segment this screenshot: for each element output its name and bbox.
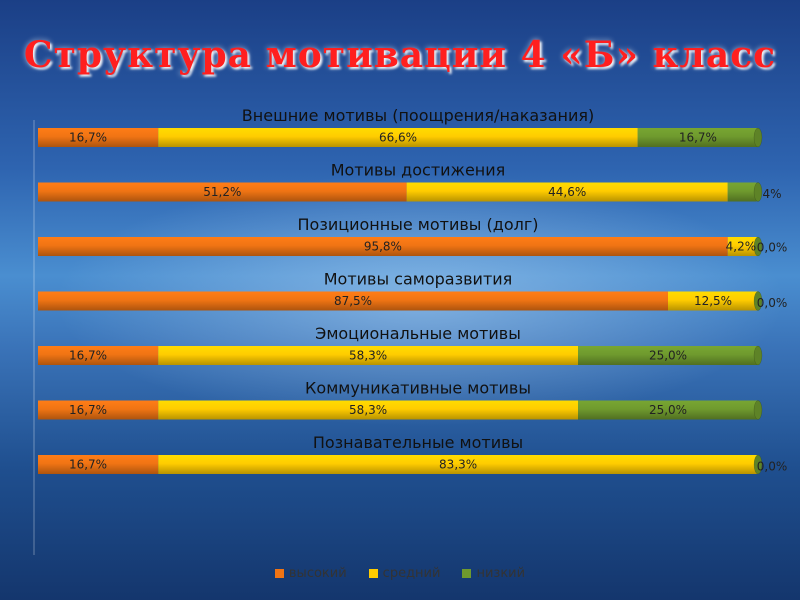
bar-segment <box>38 182 407 202</box>
data-label: 58,3% <box>349 349 387 363</box>
bar-end-cap <box>753 345 763 366</box>
bar-segment <box>38 400 159 420</box>
data-label: 12,5% <box>694 294 732 308</box>
bar-segment <box>38 346 159 365</box>
category-label: Мотивы достижения <box>331 161 506 180</box>
bar-row: Познавательные мотивы 16,7% 83,3% 0,0% <box>38 433 788 475</box>
bar-end-cap <box>753 127 763 148</box>
bar-segment <box>38 237 728 256</box>
data-label: 0,0% <box>757 241 788 255</box>
data-label: 0,0% <box>757 460 788 474</box>
legend-label-mid: средний <box>382 566 441 581</box>
data-label: 16,7% <box>679 131 717 145</box>
data-label: 16,7% <box>69 403 107 417</box>
bar-segment <box>38 455 159 474</box>
legend-swatch-mid <box>368 569 378 578</box>
bar-end-cap <box>753 236 763 257</box>
bar-segment <box>158 346 579 365</box>
chart-legend: высокий средний низкий <box>0 566 800 581</box>
bar-segment <box>637 128 758 147</box>
bar-end-cap <box>753 291 763 311</box>
bar-segment <box>578 346 758 365</box>
category-label: Коммуникативные мотивы <box>305 379 531 398</box>
bar-row: Коммуникативные мотивы 16,7% 58,3% 25,0% <box>38 379 763 420</box>
legend-item-low: низкий <box>462 566 525 581</box>
bar-row: Позиционные мотивы (долг) 95,8% 4,2% 0,0% <box>38 215 788 257</box>
bar-row: Внешние мотивы (поощрения/наказания) 16,7… <box>38 106 763 148</box>
data-label: 25,0% <box>649 349 687 363</box>
category-label: Эмоциональные мотивы <box>315 324 521 343</box>
data-label: 4,2% <box>726 240 757 254</box>
category-label: Внешние мотивы (поощрения/наказания) <box>242 106 594 125</box>
bar-segment <box>38 128 159 147</box>
data-label: 66,6% <box>379 131 417 145</box>
legend-label-low: низкий <box>476 566 526 581</box>
legend-swatch-high <box>274 569 284 578</box>
legend-item-high: высокий <box>274 566 347 581</box>
legend-swatch-low <box>462 569 472 578</box>
category-label: Мотивы саморазвития <box>324 270 513 289</box>
data-label: 4% <box>762 187 781 201</box>
bar-segment <box>727 182 757 202</box>
bar-segment <box>406 182 728 202</box>
legend-label-high: высокий <box>288 566 347 581</box>
data-label: 0,0% <box>757 296 788 310</box>
legend-item-mid: средний <box>368 566 441 581</box>
category-label: Познавательные мотивы <box>313 433 523 452</box>
data-label: 87,5% <box>334 294 372 308</box>
bar-row: Мотивы саморазвития 87,5% 12,5% 0,0% <box>38 270 787 311</box>
data-label: 83,3% <box>439 458 477 472</box>
data-label: 16,7% <box>69 458 107 472</box>
page-title: Структура мотивации 4 «Б» класс <box>23 34 777 76</box>
data-label: 44,6% <box>548 185 586 199</box>
bar-segment <box>158 455 759 474</box>
bar-segment <box>578 400 758 420</box>
bar-segment <box>727 237 758 256</box>
bar-end-cap <box>753 400 763 420</box>
data-label: 25,0% <box>649 403 687 417</box>
data-label: 51,2% <box>203 185 241 199</box>
bar-row: Мотивы достижения 51,2% 44,6% 4% <box>38 161 782 202</box>
bar-segment <box>38 291 668 311</box>
bar-end-cap <box>753 182 763 202</box>
data-label: 16,7% <box>69 131 107 145</box>
bar-segment <box>158 400 579 420</box>
data-label: 95,8% <box>364 240 402 254</box>
bar-end-cap <box>753 454 763 475</box>
category-label: Позиционные мотивы (долг) <box>298 215 539 234</box>
bar-segment <box>158 128 638 147</box>
data-label: 16,7% <box>69 349 107 363</box>
bar-row: Эмоциональные мотивы 16,7% 58,3% 25,0% <box>38 324 763 366</box>
bar-segment <box>668 291 758 311</box>
data-label: 58,3% <box>349 403 387 417</box>
